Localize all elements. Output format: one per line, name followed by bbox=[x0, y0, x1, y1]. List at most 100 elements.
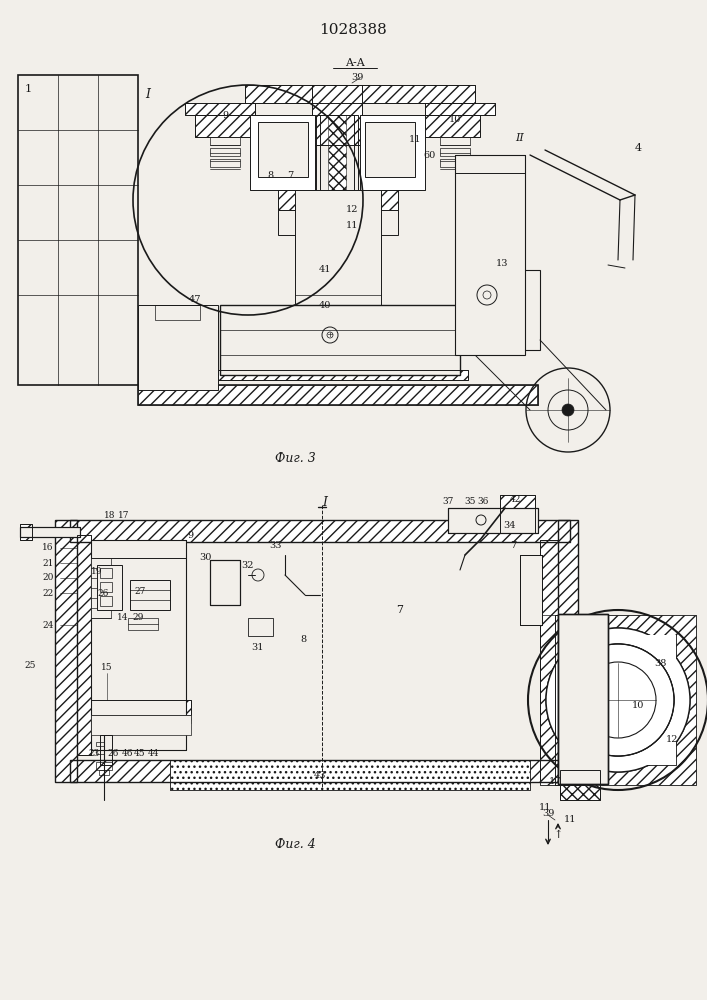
Text: 11: 11 bbox=[539, 804, 551, 812]
Bar bbox=[20, 527, 80, 537]
Text: 8: 8 bbox=[267, 170, 273, 180]
Bar bbox=[500, 495, 535, 533]
Bar bbox=[170, 760, 530, 790]
Bar bbox=[278, 190, 398, 210]
Bar bbox=[20, 524, 32, 540]
Bar bbox=[520, 555, 542, 625]
Text: 14: 14 bbox=[117, 613, 129, 622]
Text: 46: 46 bbox=[121, 748, 133, 758]
Bar bbox=[218, 370, 468, 380]
Bar bbox=[218, 370, 468, 380]
Bar bbox=[540, 540, 558, 782]
Bar bbox=[100, 568, 112, 578]
Bar bbox=[70, 760, 570, 782]
Bar bbox=[425, 115, 480, 137]
Bar bbox=[55, 520, 77, 782]
Text: 37: 37 bbox=[443, 496, 454, 506]
Bar bbox=[130, 580, 170, 610]
Text: 17: 17 bbox=[549, 778, 561, 786]
Bar bbox=[472, 278, 487, 293]
Text: 11: 11 bbox=[563, 816, 576, 824]
Bar bbox=[91, 558, 111, 618]
Bar bbox=[425, 115, 480, 137]
Bar bbox=[245, 85, 475, 103]
Text: ↑: ↑ bbox=[554, 830, 563, 840]
Bar bbox=[91, 540, 186, 558]
Bar bbox=[245, 85, 475, 103]
Bar bbox=[220, 305, 460, 375]
Bar bbox=[472, 300, 487, 315]
Bar bbox=[500, 495, 535, 533]
Text: 16: 16 bbox=[42, 544, 54, 552]
Bar bbox=[77, 535, 91, 755]
Text: 9: 9 bbox=[187, 530, 193, 540]
Text: 10: 10 bbox=[632, 700, 644, 710]
Bar bbox=[91, 715, 191, 723]
Bar bbox=[185, 103, 255, 115]
Text: 26: 26 bbox=[98, 588, 109, 597]
Bar bbox=[250, 115, 315, 190]
Circle shape bbox=[562, 644, 674, 756]
Text: 7: 7 bbox=[287, 170, 293, 180]
Bar bbox=[465, 270, 540, 350]
Bar bbox=[20, 524, 32, 540]
Text: 34: 34 bbox=[504, 520, 516, 530]
Text: 60: 60 bbox=[424, 150, 436, 159]
Text: 40: 40 bbox=[319, 300, 331, 310]
Bar bbox=[560, 635, 676, 765]
Text: 27: 27 bbox=[134, 587, 146, 596]
Bar bbox=[540, 615, 696, 785]
Text: 26: 26 bbox=[107, 748, 119, 758]
Bar bbox=[520, 555, 542, 625]
Text: 44: 44 bbox=[147, 748, 159, 758]
Bar bbox=[572, 648, 664, 752]
Bar bbox=[258, 122, 308, 177]
Bar bbox=[138, 385, 538, 405]
Bar bbox=[96, 750, 104, 754]
Bar bbox=[91, 715, 191, 735]
Text: +: + bbox=[327, 331, 334, 339]
Bar bbox=[99, 770, 109, 775]
Bar bbox=[558, 614, 608, 634]
Bar bbox=[70, 760, 570, 782]
Bar bbox=[100, 596, 112, 606]
Bar bbox=[195, 115, 250, 137]
Text: 33: 33 bbox=[270, 540, 282, 550]
Text: 39: 39 bbox=[542, 808, 554, 818]
Text: 30: 30 bbox=[199, 552, 211, 562]
Bar bbox=[210, 560, 240, 572]
Text: I: I bbox=[322, 495, 327, 508]
Bar bbox=[328, 115, 346, 315]
Bar bbox=[138, 385, 538, 405]
Text: 8: 8 bbox=[300, 636, 306, 645]
Text: I: I bbox=[146, 89, 151, 102]
Bar bbox=[128, 618, 158, 630]
Bar bbox=[195, 115, 250, 137]
Bar bbox=[316, 115, 358, 375]
Bar bbox=[91, 540, 186, 558]
Bar bbox=[77, 535, 91, 755]
Bar bbox=[558, 520, 578, 782]
Text: 9: 9 bbox=[222, 110, 228, 119]
Bar bbox=[558, 614, 608, 784]
Bar bbox=[448, 508, 538, 533]
Text: 7: 7 bbox=[397, 605, 404, 615]
Bar bbox=[20, 527, 80, 537]
Bar bbox=[425, 103, 495, 115]
Bar bbox=[440, 148, 470, 156]
Text: 31: 31 bbox=[252, 644, 264, 652]
Bar bbox=[18, 75, 138, 385]
Bar bbox=[91, 732, 186, 750]
Circle shape bbox=[546, 628, 690, 772]
Bar bbox=[210, 148, 240, 156]
Circle shape bbox=[562, 404, 574, 416]
Bar bbox=[278, 190, 398, 210]
Text: 11: 11 bbox=[346, 221, 358, 230]
Bar bbox=[558, 520, 578, 782]
Text: 1028388: 1028388 bbox=[319, 23, 387, 37]
Text: 24: 24 bbox=[42, 620, 54, 630]
Text: 4: 4 bbox=[634, 143, 641, 153]
Bar bbox=[248, 618, 273, 636]
Bar bbox=[560, 635, 676, 765]
Text: 13: 13 bbox=[496, 258, 508, 267]
